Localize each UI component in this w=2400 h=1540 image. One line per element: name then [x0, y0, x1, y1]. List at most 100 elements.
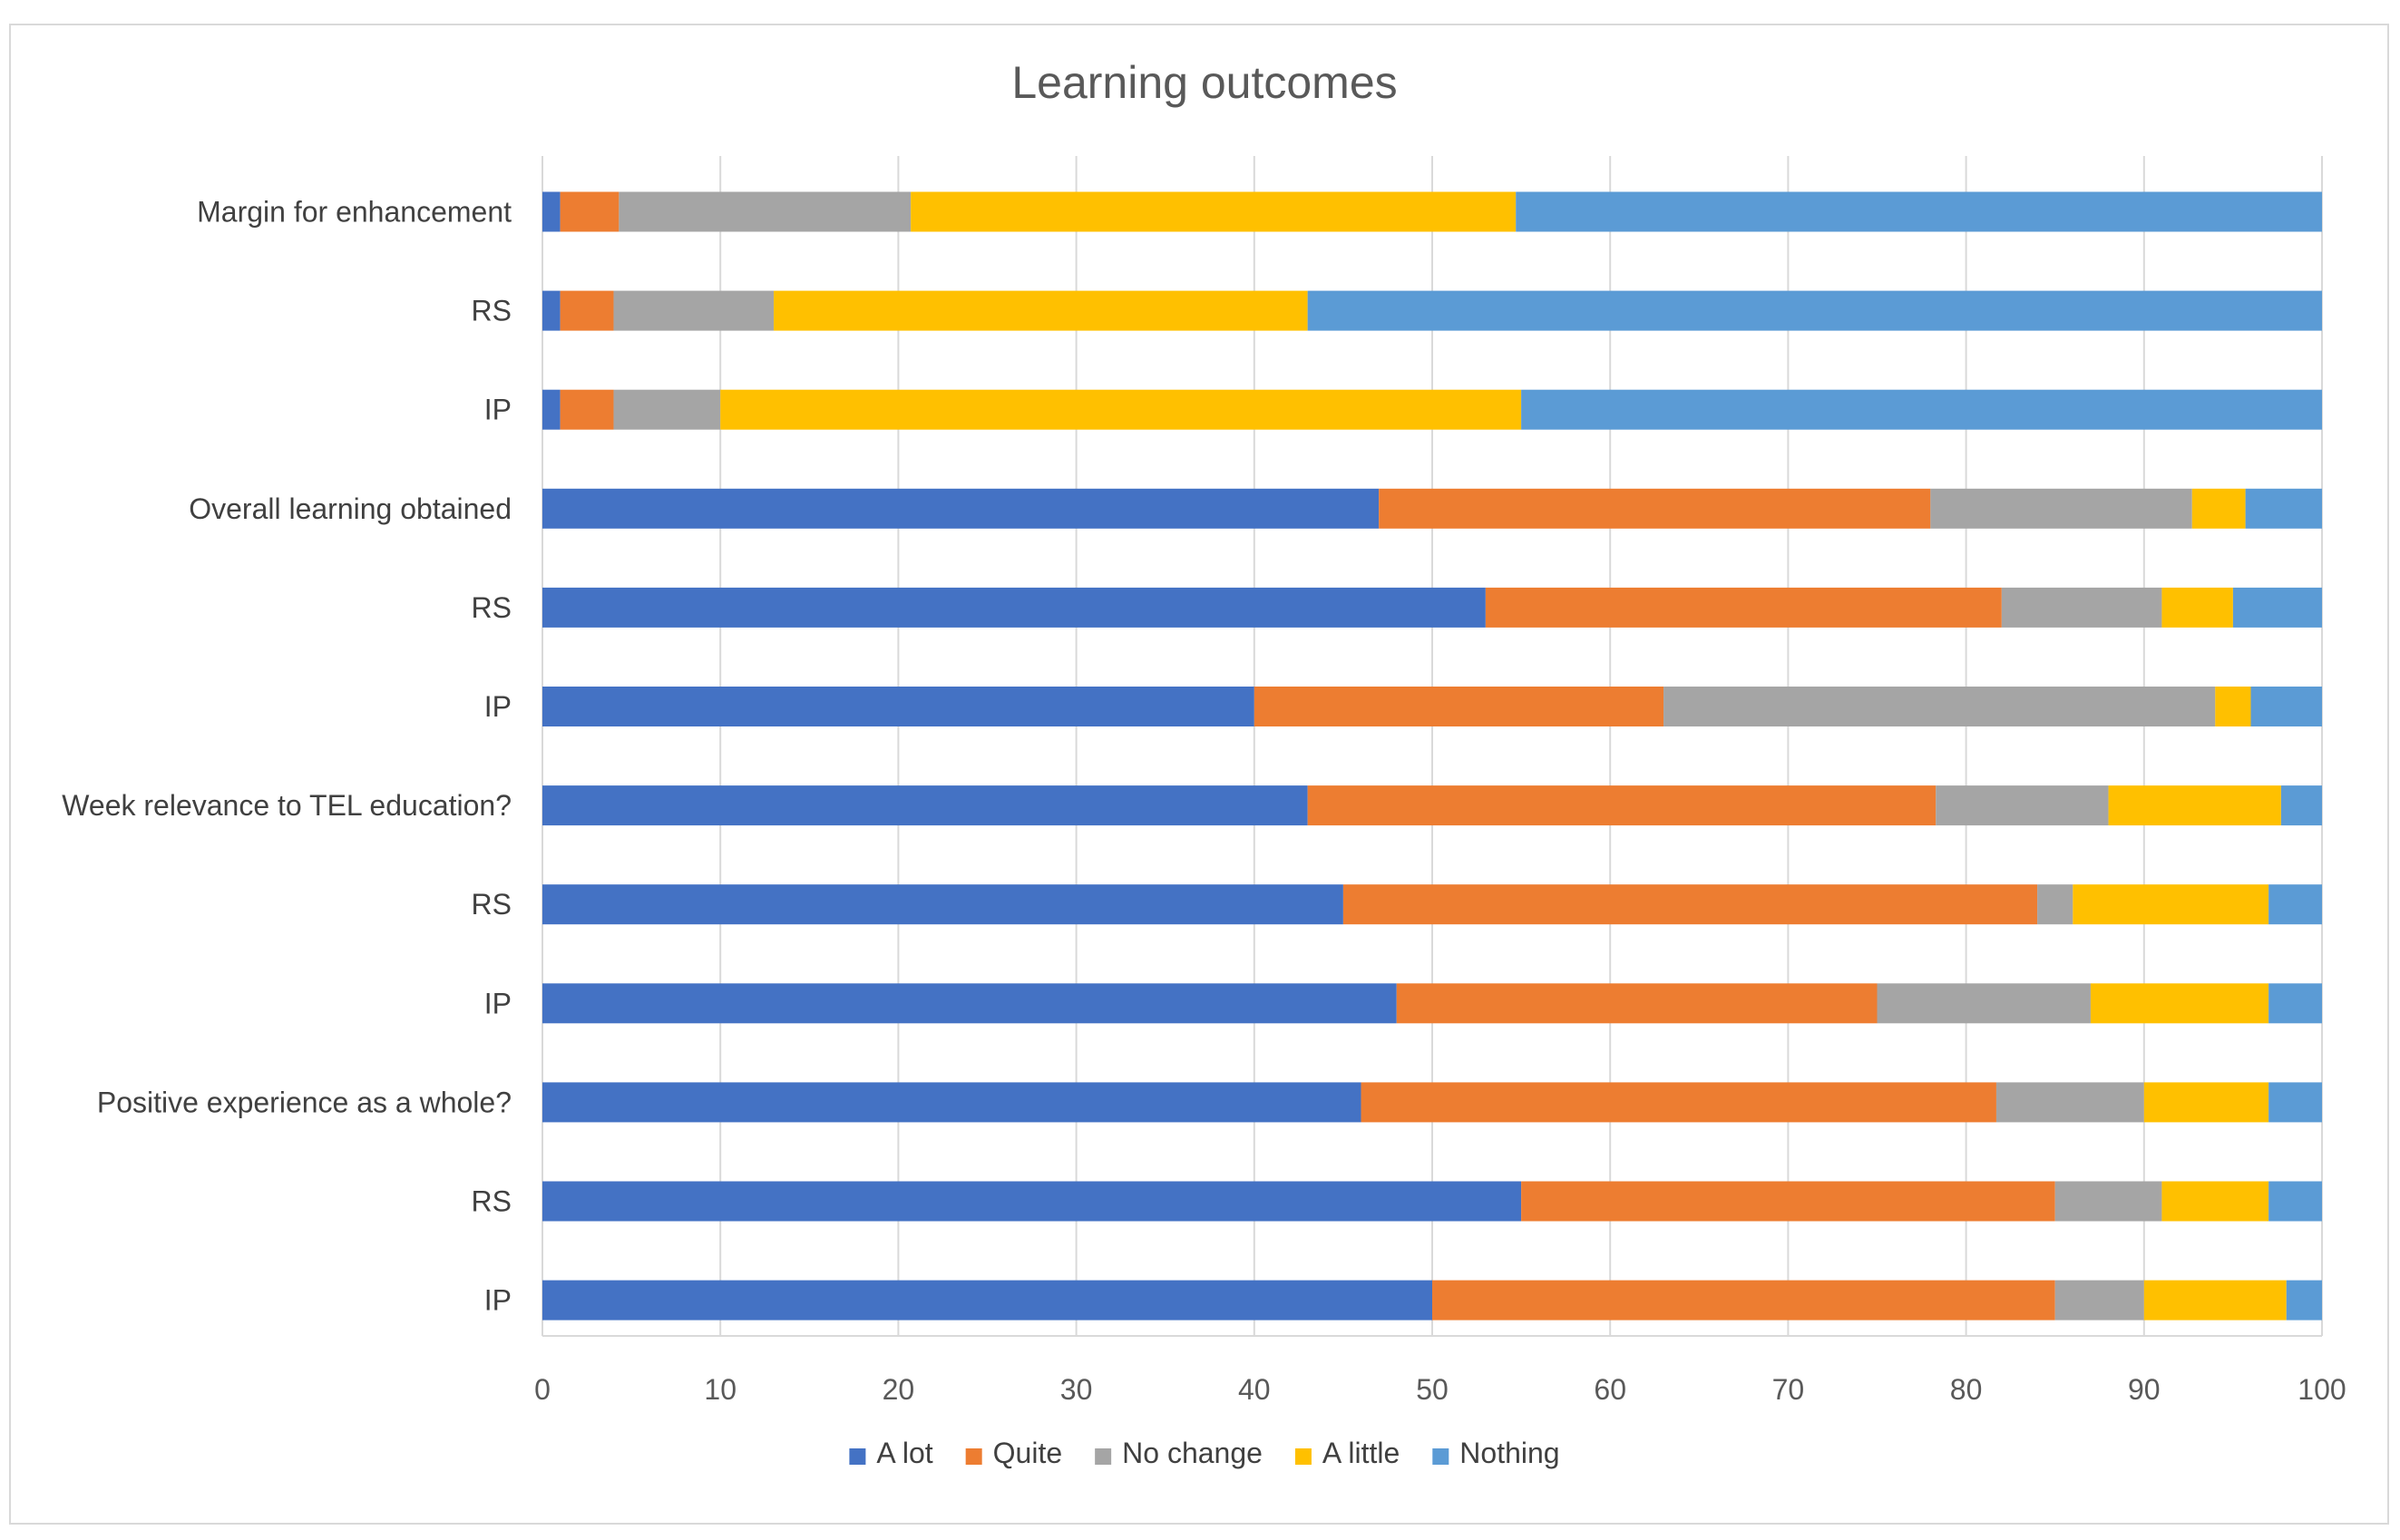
bar-a-little-0: [911, 191, 1517, 232]
bar-a-little-8: [2090, 983, 2269, 1024]
bars: [542, 191, 2322, 1321]
bar-a-lot-5: [542, 687, 1254, 726]
legend-swatch-no-change: [1095, 1448, 1112, 1465]
x-tick-label: 30: [1060, 1373, 1093, 1406]
bar-nothing-1: [1307, 290, 2322, 331]
legend-swatch-a-lot: [849, 1448, 866, 1465]
bar-a-lot-0: [542, 191, 561, 232]
bar-quite-10: [1521, 1181, 2055, 1222]
bar-nothing-2: [1521, 389, 2322, 430]
bar-quite-5: [1254, 687, 1664, 726]
bar-a-little-6: [2108, 785, 2281, 826]
x-tick-label: 70: [1772, 1373, 1805, 1406]
bar-quite-1: [560, 290, 614, 331]
bar-quite-9: [1361, 1082, 1996, 1123]
x-tick-label: 20: [883, 1373, 915, 1406]
bar-a-little-3: [2191, 488, 2246, 529]
x-tick-label: 60: [1594, 1373, 1626, 1406]
legend-label-a-lot: A lot: [876, 1437, 932, 1469]
bar-no-change-1: [613, 290, 775, 331]
bar-a-lot-8: [542, 983, 1397, 1024]
bar-a-lot-7: [542, 884, 1343, 925]
legend-swatch-nothing: [1432, 1448, 1449, 1465]
legend-label-no-change: No change: [1122, 1437, 1263, 1469]
legend-swatch-quite: [965, 1448, 982, 1465]
x-tick-label: 10: [704, 1373, 737, 1406]
y-category-label: IP: [484, 394, 512, 426]
legend-label-nothing: Nothing: [1459, 1437, 1559, 1469]
chart-frame: [9, 24, 2389, 1525]
bar-a-lot-2: [542, 389, 561, 430]
x-tick-label: 80: [1950, 1373, 1983, 1406]
bar-no-change-10: [2054, 1181, 2162, 1222]
bar-nothing-9: [2268, 1082, 2322, 1123]
legend: A lot Quite No change A little Nothing: [849, 1437, 1560, 1469]
bar-a-little-2: [720, 389, 1522, 430]
bar-a-little-4: [2161, 587, 2233, 628]
bar-nothing-8: [2268, 983, 2322, 1024]
gridlines: [541, 156, 2323, 1336]
bar-nothing-7: [2268, 884, 2322, 925]
y-category-label: RS: [472, 591, 512, 624]
bar-a-lot-6: [542, 785, 1308, 826]
x-tick-label: 100: [2298, 1373, 2346, 1406]
bar-a-lot-11: [542, 1280, 1432, 1321]
bar-no-change-4: [2001, 587, 2162, 628]
bar-a-little-7: [2073, 884, 2269, 925]
bar-no-change-0: [619, 191, 912, 232]
bar-a-little-10: [2161, 1181, 2269, 1222]
bar-quite-6: [1307, 785, 1937, 826]
y-category-label: IP: [484, 987, 512, 1019]
bar-a-little-5: [2215, 687, 2251, 726]
bar-nothing-6: [2280, 785, 2322, 826]
bar-nothing-0: [1516, 191, 2322, 232]
bar-quite-2: [560, 389, 614, 430]
bar-a-little-9: [2143, 1082, 2269, 1123]
bar-a-lot-3: [542, 488, 1380, 529]
bar-no-change-7: [2037, 884, 2073, 925]
bar-nothing-10: [2268, 1181, 2322, 1222]
chart-title: Learning outcomes: [1011, 57, 1397, 108]
y-category-label: IP: [484, 690, 512, 723]
bar-quite-11: [1432, 1280, 2055, 1321]
bar-a-lot-10: [542, 1181, 1522, 1222]
bar-a-lot-4: [542, 587, 1486, 628]
bar-a-little-1: [774, 290, 1308, 331]
bar-quite-7: [1342, 884, 2038, 925]
bar-no-change-5: [1663, 687, 2216, 726]
bar-no-change-8: [1877, 983, 2091, 1024]
y-category-label: RS: [472, 295, 512, 327]
y-category-label: Margin for enhancement: [197, 196, 512, 229]
bar-quite-8: [1396, 983, 1878, 1024]
bar-no-change-6: [1936, 785, 2109, 826]
x-tick-label: 50: [1416, 1373, 1449, 1406]
y-category-label: IP: [484, 1284, 512, 1317]
bar-a-little-11: [2143, 1280, 2287, 1321]
legend-label-quite: Quite: [993, 1437, 1062, 1469]
bar-no-change-3: [1930, 488, 2192, 529]
bar-a-lot-9: [542, 1082, 1361, 1123]
x-tick-label: 0: [534, 1373, 551, 1406]
y-category-label: Overall learning obtained: [189, 492, 512, 525]
bar-nothing-11: [2286, 1280, 2322, 1321]
bar-nothing-3: [2245, 488, 2322, 529]
bar-no-change-11: [2054, 1280, 2144, 1321]
y-category-label: Positive experience as a whole?: [97, 1086, 512, 1118]
y-category-label: RS: [472, 1185, 512, 1218]
legend-swatch-a-little: [1294, 1448, 1312, 1465]
y-category-label: RS: [472, 888, 512, 921]
bar-no-change-2: [613, 389, 721, 430]
x-tick-label: 90: [2128, 1373, 2161, 1406]
bar-nothing-5: [2250, 687, 2322, 726]
bar-quite-0: [560, 191, 620, 232]
y-category-label: Week relevance to TEL education?: [62, 789, 512, 822]
bar-a-lot-1: [542, 290, 561, 331]
bar-quite-4: [1485, 587, 2002, 628]
bar-nothing-4: [2232, 587, 2322, 628]
bar-no-change-9: [1995, 1082, 2144, 1123]
axes: 0 10 20 30 40 50 60 70 80 90 100 Margin for enhance…: [62, 196, 2346, 1407]
x-tick-label: 40: [1238, 1373, 1271, 1406]
legend-label-a-little: A little: [1322, 1437, 1400, 1469]
bar-quite-3: [1379, 488, 1931, 529]
